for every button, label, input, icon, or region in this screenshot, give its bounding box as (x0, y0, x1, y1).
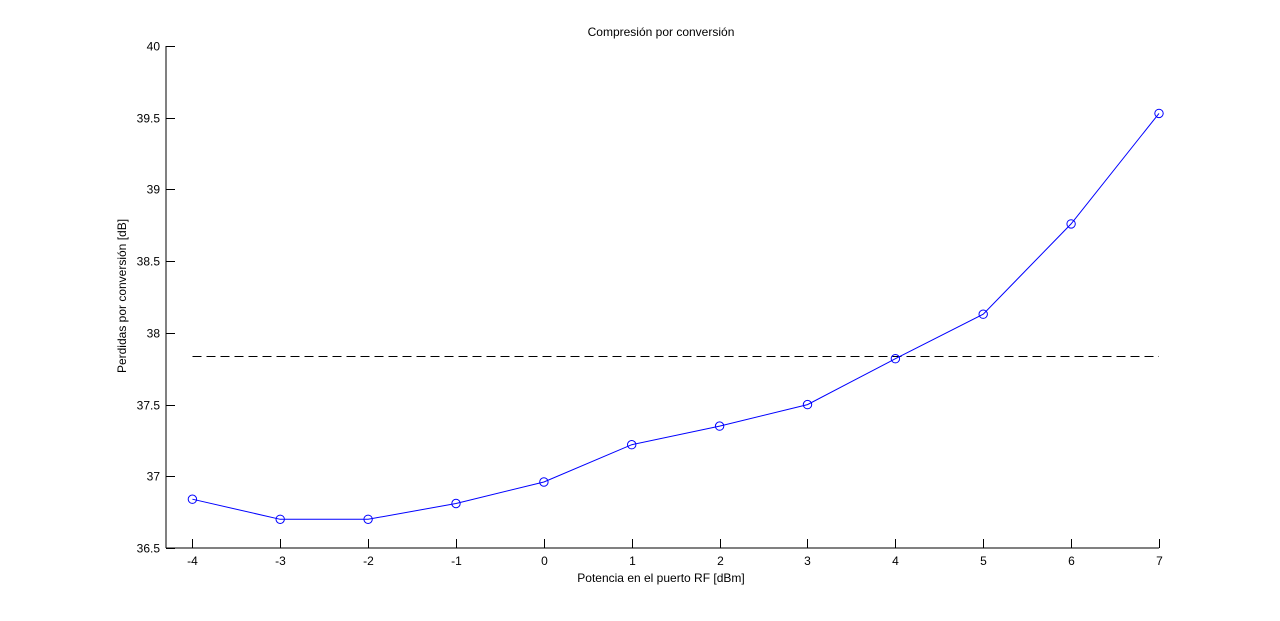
x-tick-label: -2 (363, 554, 374, 568)
y-axis-label: Perdidas por conversión [dB] (115, 219, 129, 373)
y-tick-label: 37 (147, 470, 161, 484)
data-point-marker (451, 498, 461, 509)
x-tick-label: 4 (892, 554, 899, 568)
x-tick-label: 5 (980, 554, 987, 568)
data-point-marker (363, 514, 373, 524)
x-tick-label: 1 (629, 554, 636, 568)
x-tick-label: -3 (275, 554, 286, 568)
text-layer: Compresión por conversión Potencia en el… (115, 25, 745, 585)
data-point-marker (275, 514, 285, 524)
y-tick-label: 38 (147, 327, 161, 341)
axes-layer: 36.5 37 37.5 38 38.5 39 39.5 40 -4 -3 -2 -1 0 1 2 3 4 5 6 7 (137, 40, 1164, 569)
data-point-marker (1066, 219, 1076, 229)
y-tick-label: 36.5 (137, 542, 161, 556)
data-point-marker (1154, 108, 1164, 119)
x-tick-label: 0 (541, 554, 548, 568)
y-tick-label: 37.5 (137, 399, 161, 413)
y-tick-label: 39 (147, 183, 161, 197)
x-tick-label: -4 (187, 554, 198, 568)
data-point-marker (978, 309, 988, 319)
x-tick-label: 6 (1068, 554, 1075, 568)
x-tick-label: 3 (804, 554, 811, 568)
chart-title: Compresión por conversión (588, 25, 735, 39)
y-tick-label: 40 (147, 40, 161, 54)
x-tick-label: 7 (1156, 554, 1163, 568)
data-point-marker (802, 399, 813, 410)
y-tick-label: 38.5 (137, 255, 161, 269)
series-layer (187, 108, 1164, 524)
data-point-marker (890, 354, 901, 364)
data-point-marker (187, 494, 198, 504)
x-tick-label: 2 (717, 554, 724, 568)
x-axis-label: Potencia en el puerto RF [dBm] (577, 571, 744, 585)
x-tick-label: -1 (451, 554, 462, 568)
y-tick-label: 39.5 (137, 112, 161, 126)
series-line (192, 113, 1160, 520)
data-point-marker (627, 440, 637, 450)
data-point-marker (539, 477, 549, 487)
data-point-marker (714, 421, 725, 431)
